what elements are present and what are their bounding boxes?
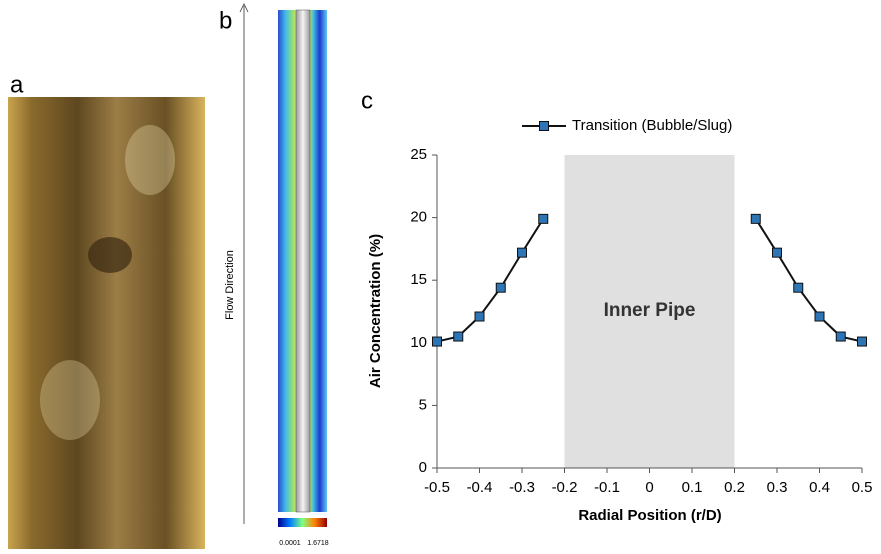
x-tick-label: -0.3: [509, 479, 535, 496]
y-tick-label: 5: [419, 396, 427, 413]
flow-arrow-head: [239, 3, 249, 13]
marker: [517, 247, 527, 258]
x-tick-label: 0.3: [767, 479, 788, 496]
colorbar-min: 0.0001: [279, 540, 301, 547]
x-tick-label: -0.5: [424, 479, 450, 496]
x-tick-label: 0: [645, 479, 653, 496]
y-tick-label: 10: [410, 334, 427, 351]
marker: [857, 336, 867, 347]
y-tick-label: 20: [410, 209, 427, 226]
marker: [495, 282, 506, 293]
photo-bubble: [125, 125, 175, 195]
flow-label: Flow Direction: [224, 250, 236, 320]
marker: [432, 336, 442, 347]
colorbar-max: 1.6718: [307, 540, 329, 547]
marker: [453, 331, 464, 342]
y-tick-label: 25: [410, 146, 427, 163]
x-tick-label: -0.4: [467, 479, 493, 496]
panel-label: a: [10, 71, 24, 98]
x-axis-title: Radial Position (r/D): [578, 507, 721, 524]
y-axis-title: Air Concentration (%): [367, 234, 384, 388]
legend-marker: [539, 121, 549, 131]
region-label: Inner Pipe: [604, 300, 696, 321]
inner-pipe: [295, 9, 311, 513]
x-tick-label: 0.5: [852, 479, 873, 496]
marker: [793, 282, 804, 293]
marker: [474, 311, 485, 322]
y-tick-label: 15: [410, 271, 427, 288]
legend-label: Transition (Bubble/Slug): [572, 117, 732, 134]
x-tick-label: 0.1: [682, 479, 703, 496]
marker: [772, 247, 782, 258]
photo: [8, 97, 205, 549]
marker: [750, 213, 761, 224]
marker: [814, 311, 825, 322]
marker: [538, 213, 549, 224]
x-tick-label: -0.2: [552, 479, 578, 496]
photo-bubble: [40, 360, 100, 440]
x-tick-label: 0.2: [724, 479, 745, 496]
x-tick-label: 0.4: [809, 479, 830, 496]
panel-label: c: [361, 87, 373, 114]
photo-bubble: [88, 237, 132, 273]
marker: [835, 331, 846, 342]
panel-label: b: [219, 7, 232, 34]
colorbar: [278, 518, 327, 527]
shaded-region: [564, 155, 735, 468]
x-tick-label: -0.1: [594, 479, 620, 496]
y-tick-label: 0: [419, 459, 427, 476]
